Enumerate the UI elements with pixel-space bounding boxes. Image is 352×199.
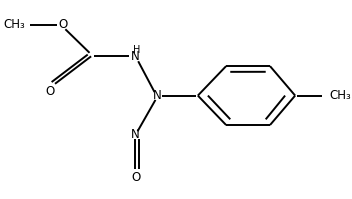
Text: CH₃: CH₃ xyxy=(330,89,351,102)
Text: N: N xyxy=(153,89,162,102)
Text: H: H xyxy=(133,45,140,56)
Text: N: N xyxy=(131,50,139,63)
Text: N: N xyxy=(131,128,139,141)
Text: O: O xyxy=(58,19,68,31)
Text: O: O xyxy=(131,171,140,183)
Text: CH₃: CH₃ xyxy=(4,19,25,31)
Text: O: O xyxy=(46,85,55,98)
